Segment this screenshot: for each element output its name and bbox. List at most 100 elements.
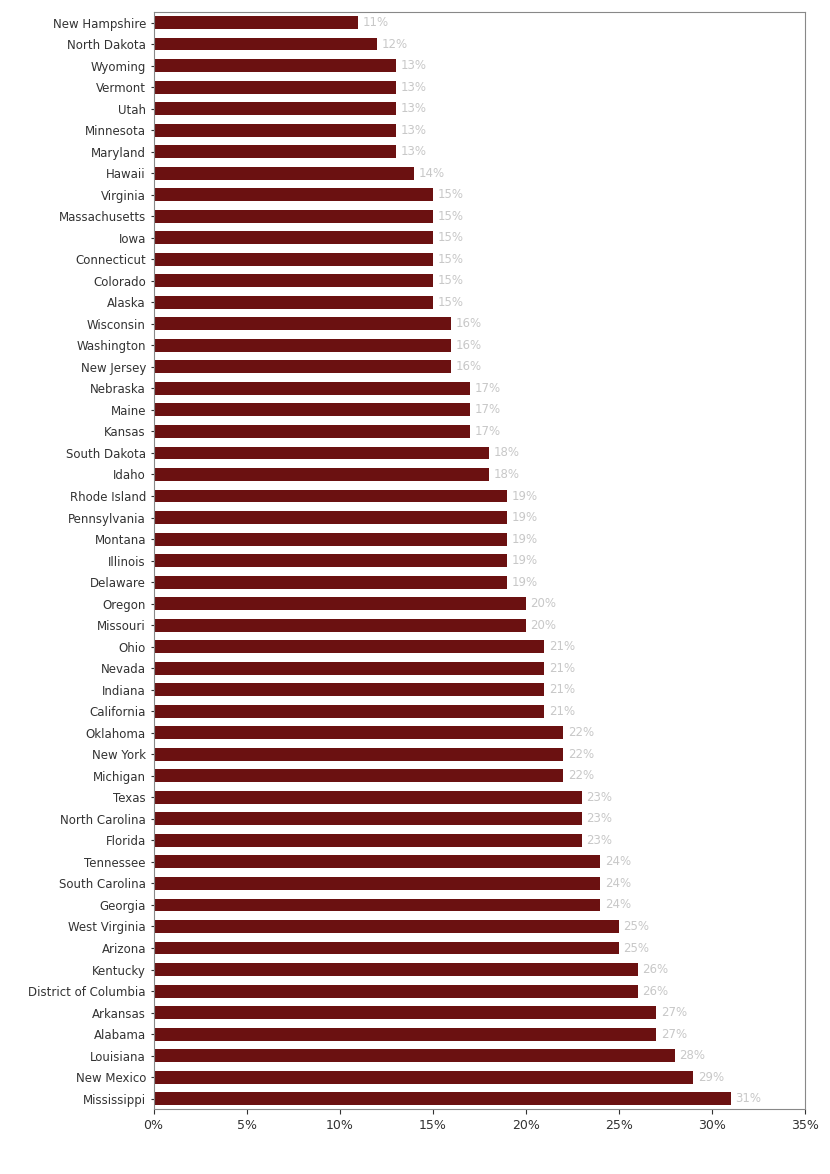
Bar [154,533,507,546]
Bar [154,252,432,265]
Text: 13%: 13% [400,102,427,115]
Text: 17%: 17% [475,425,500,438]
Bar [154,1050,675,1062]
Bar [154,16,359,29]
Bar [154,812,582,825]
Bar [154,81,396,94]
Bar [154,748,563,761]
Bar [154,1071,693,1084]
Bar [154,683,544,696]
Text: 13%: 13% [400,123,427,136]
Bar [154,382,470,394]
Text: 18%: 18% [493,468,520,481]
Text: 19%: 19% [512,554,538,567]
Text: 19%: 19% [512,490,538,502]
Text: 21%: 21% [549,662,575,675]
Bar [154,296,432,309]
Text: 19%: 19% [512,533,538,546]
Bar [154,985,637,998]
Bar [154,856,600,869]
Text: 24%: 24% [605,898,631,911]
Text: 20%: 20% [530,619,557,632]
Text: 22%: 22% [568,769,594,782]
Bar [154,146,396,158]
Text: 17%: 17% [475,404,500,417]
Text: 19%: 19% [512,575,538,588]
Text: 26%: 26% [642,985,668,998]
Bar [154,404,470,417]
Bar [154,511,507,524]
Text: 27%: 27% [661,1006,687,1019]
Text: 22%: 22% [568,748,594,761]
Bar [154,920,619,933]
Bar [154,468,489,481]
Bar [154,769,563,782]
Bar [154,704,544,717]
Text: 16%: 16% [456,360,482,373]
Text: 15%: 15% [437,252,463,265]
Bar [154,446,489,459]
Bar [154,210,432,223]
Bar [154,102,396,115]
Text: 22%: 22% [568,727,594,740]
Text: 15%: 15% [437,210,463,223]
Text: 16%: 16% [456,339,482,352]
Text: 31%: 31% [735,1092,761,1105]
Bar [154,231,432,244]
Bar [154,339,452,352]
Text: 18%: 18% [493,446,520,459]
Text: 13%: 13% [400,81,427,94]
Text: 28%: 28% [680,1050,706,1062]
Bar [154,167,414,180]
Bar [154,619,526,632]
Bar [154,1006,657,1019]
Text: 11%: 11% [363,16,389,29]
Bar [154,575,507,588]
Bar [154,1092,730,1105]
Bar [154,640,544,653]
Text: 25%: 25% [623,942,650,954]
Bar [154,123,396,136]
Text: 27%: 27% [661,1027,687,1040]
Bar [154,59,396,72]
Bar [154,425,470,438]
Bar [154,834,582,846]
Bar [154,490,507,502]
Text: 13%: 13% [400,59,427,72]
Text: 19%: 19% [512,511,538,524]
Text: 29%: 29% [698,1071,725,1084]
Text: 21%: 21% [549,704,575,717]
Text: 14%: 14% [419,167,445,180]
Bar [154,791,582,804]
Bar [154,727,563,740]
Text: 24%: 24% [605,856,631,869]
Text: 24%: 24% [605,877,631,890]
Bar [154,942,619,954]
Bar [154,877,600,890]
Bar [154,275,432,288]
Bar [154,598,526,610]
Bar [154,188,432,201]
Text: 15%: 15% [437,296,463,309]
Bar [154,360,452,373]
Text: 23%: 23% [586,812,613,825]
Bar [154,963,637,976]
Text: 21%: 21% [549,640,575,653]
Text: 26%: 26% [642,963,668,976]
Text: 25%: 25% [623,920,650,933]
Text: 16%: 16% [456,317,482,330]
Text: 15%: 15% [437,275,463,288]
Text: 15%: 15% [437,188,463,201]
Text: 20%: 20% [530,598,557,610]
Text: 13%: 13% [400,146,427,158]
Bar [154,317,452,330]
Text: 12%: 12% [382,38,408,50]
Text: 23%: 23% [586,791,613,804]
Text: 23%: 23% [586,834,613,846]
Bar [154,898,600,911]
Text: 15%: 15% [437,231,463,244]
Text: 17%: 17% [475,382,500,394]
Bar [154,1027,657,1040]
Bar [154,38,377,50]
Text: 21%: 21% [549,683,575,696]
